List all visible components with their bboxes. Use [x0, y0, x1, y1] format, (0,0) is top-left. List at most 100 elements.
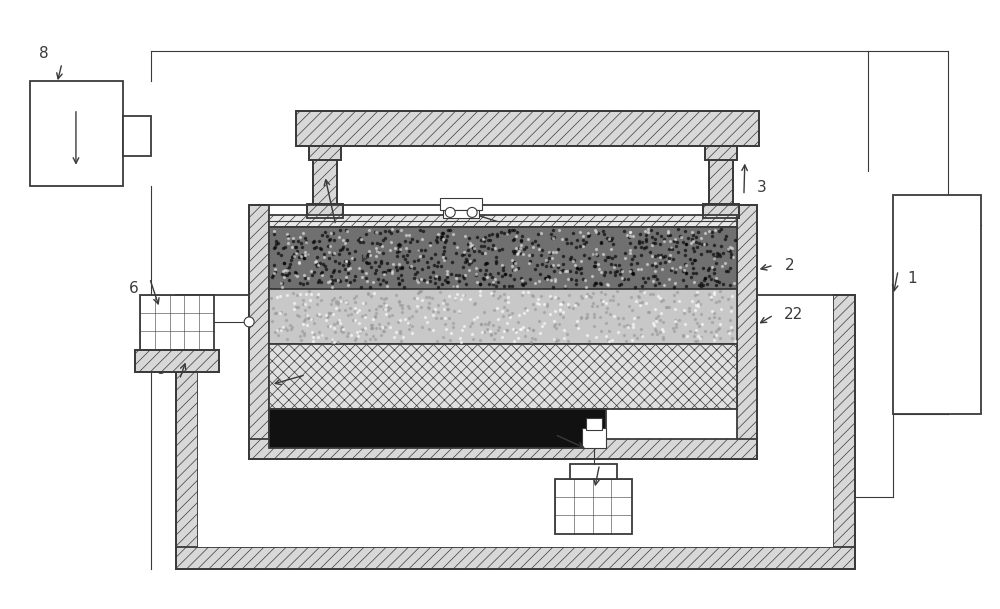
Point: [477, 233, 493, 242]
Bar: [176, 547, 855, 569]
Point: [515, 287, 531, 297]
Point: [275, 322, 291, 331]
Point: [655, 332, 671, 342]
Point: [372, 239, 388, 249]
Point: [652, 294, 668, 303]
Point: [489, 303, 505, 313]
Point: [273, 325, 289, 335]
Point: [529, 259, 545, 269]
Point: [446, 306, 462, 316]
Point: [288, 303, 304, 312]
Point: [399, 258, 415, 267]
Point: [539, 299, 555, 309]
Point: [515, 322, 531, 332]
Point: [649, 329, 665, 339]
Point: [473, 320, 489, 329]
Point: [703, 292, 719, 301]
Point: [483, 330, 499, 340]
Point: [338, 256, 354, 266]
Point: [511, 244, 527, 253]
Point: [314, 330, 330, 340]
Point: [425, 306, 441, 316]
Point: [597, 256, 613, 266]
Point: [368, 304, 384, 314]
Point: [422, 276, 438, 286]
Point: [575, 274, 591, 284]
Point: [514, 279, 530, 289]
Point: [466, 246, 482, 256]
Point: [263, 293, 279, 303]
Point: [352, 326, 368, 336]
Point: [330, 316, 346, 326]
Point: [525, 242, 541, 252]
Point: [327, 275, 343, 284]
Point: [363, 323, 379, 333]
Point: [375, 275, 391, 285]
Point: [311, 309, 327, 319]
Point: [322, 321, 338, 331]
Point: [561, 290, 577, 300]
Point: [613, 280, 629, 289]
Point: [434, 231, 450, 241]
Point: [501, 310, 517, 320]
Point: [443, 328, 459, 338]
Point: [501, 225, 517, 235]
Point: [563, 238, 579, 248]
Point: [340, 264, 356, 274]
Point: [380, 318, 396, 328]
Point: [599, 280, 615, 289]
Point: [352, 233, 368, 243]
Point: [565, 228, 581, 238]
Point: [686, 331, 702, 340]
Point: [392, 244, 408, 254]
Point: [439, 266, 455, 276]
Point: [461, 266, 477, 275]
Point: [457, 257, 473, 267]
Point: [441, 314, 457, 323]
Point: [505, 246, 521, 256]
Point: [677, 319, 693, 329]
Bar: [313, 160, 337, 205]
Point: [652, 315, 668, 325]
Point: [467, 298, 483, 308]
Point: [677, 259, 693, 269]
Point: [573, 264, 589, 273]
Point: [339, 331, 355, 341]
Point: [661, 244, 677, 254]
Point: [267, 308, 283, 318]
Point: [712, 319, 728, 329]
Point: [445, 322, 461, 332]
Point: [633, 264, 649, 273]
Point: [296, 270, 312, 280]
Point: [703, 274, 719, 284]
Point: [373, 330, 389, 340]
Point: [301, 313, 317, 323]
Point: [724, 333, 740, 343]
Point: [392, 328, 408, 337]
Point: [500, 297, 516, 307]
Point: [523, 337, 539, 347]
Point: [638, 234, 654, 244]
Point: [301, 303, 317, 312]
Point: [647, 271, 663, 281]
Point: [381, 311, 397, 321]
Point: [555, 312, 571, 322]
Point: [301, 286, 317, 296]
Point: [615, 314, 631, 323]
Point: [616, 226, 632, 236]
Point: [461, 250, 477, 260]
Point: [372, 323, 388, 333]
Point: [313, 268, 329, 278]
Text: 6: 6: [129, 281, 139, 295]
Point: [648, 261, 664, 271]
Point: [700, 265, 716, 275]
Point: [461, 233, 477, 242]
Point: [327, 328, 343, 337]
Point: [366, 289, 382, 298]
Point: [355, 298, 371, 308]
Point: [667, 267, 683, 276]
Point: [400, 319, 416, 328]
Point: [675, 275, 691, 285]
Point: [709, 248, 725, 258]
Point: [479, 325, 495, 334]
